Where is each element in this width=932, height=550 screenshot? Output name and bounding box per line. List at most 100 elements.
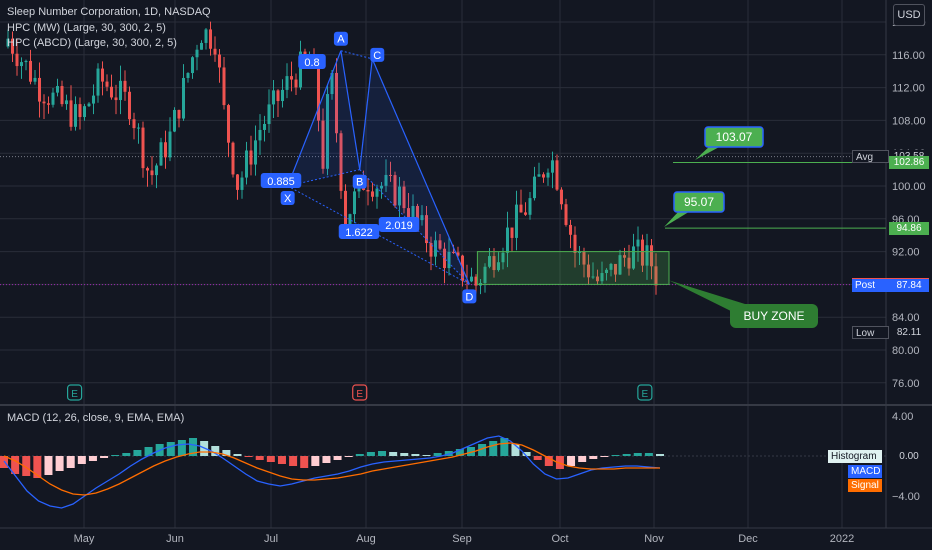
macd-histogram-bar	[322, 456, 331, 463]
candle-body	[47, 103, 50, 105]
candle-body	[402, 186, 406, 209]
pattern-point-label: D	[465, 291, 473, 303]
macd-histogram-bar	[22, 456, 31, 476]
buy-zone-callout: BUY ZONE	[730, 304, 818, 328]
macd-histogram-bar	[544, 456, 553, 466]
candle-body	[488, 256, 491, 267]
pattern-ratio-line	[359, 169, 470, 285]
candle-body	[6, 38, 10, 47]
candle-body	[254, 140, 257, 165]
macd-histogram-bar	[522, 452, 531, 456]
histogram-tag-value: 0.00	[889, 449, 929, 463]
candle-body	[465, 280, 469, 282]
macd-histogram-bar	[511, 444, 520, 456]
candle-body	[20, 62, 23, 67]
low-price-tag-label: Low	[852, 326, 889, 340]
candle-body	[398, 186, 401, 206]
avg-price-tag-label: Avg	[852, 150, 889, 164]
candle-body	[591, 276, 595, 278]
pattern-point-label: X	[284, 193, 292, 205]
time-axis[interactable]: May Jun Jul Aug Sep Oct Nov Dec 2022	[74, 533, 855, 545]
candle-body	[411, 206, 415, 220]
candle-body	[528, 198, 532, 215]
candle-body	[425, 215, 428, 244]
macd-histogram-bar	[311, 456, 320, 466]
macd-histogram-bar	[622, 454, 631, 456]
time-tick-label: 2022	[830, 533, 854, 545]
candle-body	[429, 243, 433, 257]
macd-histogram-bar	[88, 456, 97, 461]
pattern-ratio-label: 2.019	[385, 220, 413, 232]
symbol-title[interactable]: Sleep Number Corporation, 1D, NASDAQ	[7, 6, 211, 18]
indicator-legend-mw[interactable]: HPC (MW) (Large, 30, 300, 2, 5)	[7, 22, 166, 34]
candle-body	[281, 89, 284, 102]
candle-body	[173, 109, 176, 132]
candle-body	[492, 256, 496, 271]
candle-body	[609, 263, 613, 270]
candle-body	[443, 248, 446, 269]
pattern-ratio-badge	[338, 224, 380, 239]
candle-body	[614, 263, 617, 275]
buy-zone-pointer	[669, 280, 745, 318]
earnings-marker-label: E	[71, 389, 78, 400]
macd-histogram-bar	[11, 456, 20, 474]
candle-body	[366, 189, 370, 192]
macd-histogram-bar	[466, 447, 475, 456]
pattern-leg	[287, 50, 342, 187]
macd-histogram-bar	[255, 456, 264, 460]
macd-histogram-bar	[344, 456, 353, 457]
candle-body	[200, 42, 203, 50]
candle-body	[240, 177, 244, 190]
macd-histogram-bar	[266, 456, 275, 462]
candle-body	[249, 150, 253, 165]
candle-body	[83, 106, 86, 118]
pattern-ratio-badge	[298, 54, 326, 69]
candle-body	[519, 204, 523, 213]
time-tick-label: Aug	[356, 533, 376, 545]
macd-line	[3, 435, 661, 509]
candle-body	[137, 127, 140, 129]
macd-title[interactable]: MACD (12, 26, close, 9, EMA, EMA)	[7, 412, 185, 424]
pattern-ratio-badge	[378, 217, 420, 232]
candle-body	[510, 227, 514, 238]
candle-body	[209, 29, 212, 49]
candle-body	[330, 72, 334, 95]
candle-body	[650, 245, 653, 267]
candle-body	[339, 133, 343, 191]
pattern-point-badge	[370, 47, 385, 62]
time-tick-label: May	[74, 533, 95, 545]
currency-button[interactable]: USD	[893, 4, 925, 26]
macd-histogram-bar	[55, 456, 64, 471]
candle-body	[119, 80, 122, 101]
macd-histogram-bar	[478, 444, 487, 456]
candle-body	[227, 105, 230, 143]
pattern-leg	[340, 50, 361, 170]
macd-histogram-bar	[567, 456, 576, 466]
candle-body	[38, 77, 41, 102]
price-tick-label: 92.00	[892, 247, 920, 259]
candlestick-series	[6, 21, 658, 295]
macd-histogram-bar	[644, 453, 653, 456]
macd-histogram-bar	[222, 450, 231, 456]
earnings-marker	[637, 384, 653, 401]
candle-body	[110, 86, 113, 98]
candle-body	[42, 101, 46, 104]
pattern-ratio-line	[287, 185, 470, 285]
macd-histogram-bar	[100, 456, 109, 458]
candle-body	[371, 191, 374, 197]
candle-body	[483, 266, 487, 283]
indicator-legend-abcd[interactable]: HPC (ABCD) (Large, 30, 300, 2, 5)	[7, 37, 177, 49]
candle-body	[299, 51, 302, 88]
chart-overlays: 103.07 95.07 E E E	[66, 126, 886, 401]
candle-body	[15, 53, 19, 67]
candle-body	[263, 123, 266, 130]
candle-body	[245, 150, 248, 178]
macd-histogram-bar	[489, 441, 498, 456]
candle-body	[335, 72, 338, 134]
candle-body	[564, 204, 568, 225]
candle-body	[627, 257, 631, 269]
candle-body	[155, 165, 158, 176]
candle-body	[290, 76, 293, 80]
macd-tick-label: −4.00	[892, 491, 920, 503]
